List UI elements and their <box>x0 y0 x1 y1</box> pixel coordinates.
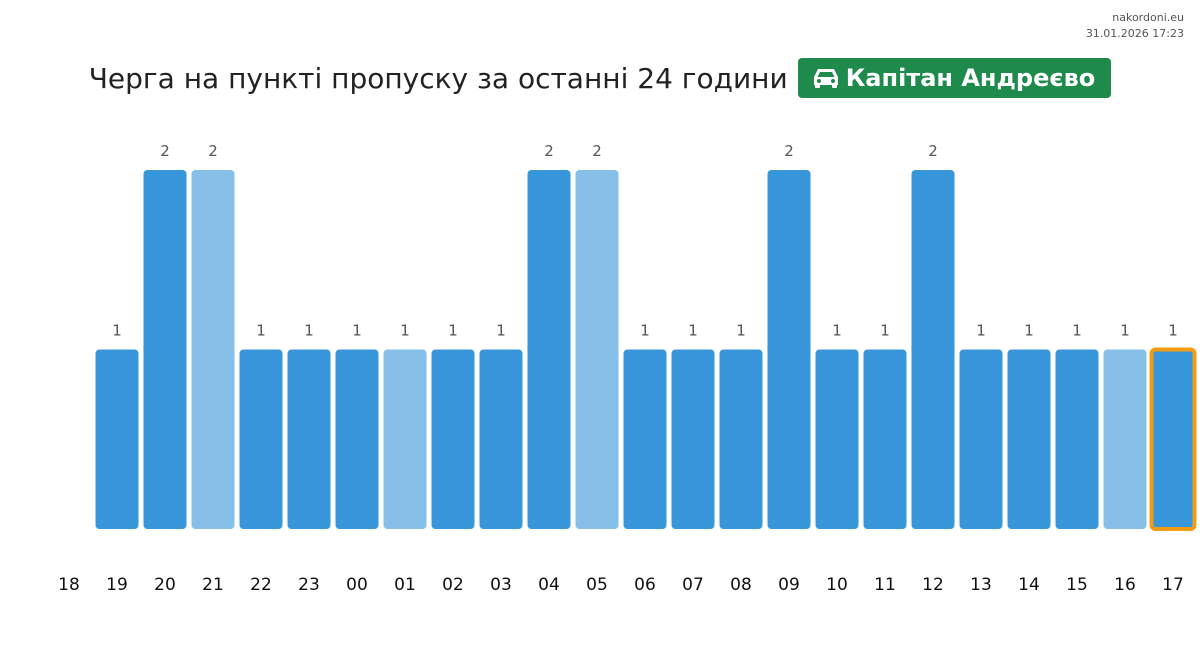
x-tick-label: 22 <box>250 575 272 595</box>
bar-value-label: 2 <box>544 142 554 160</box>
bar <box>527 170 571 529</box>
bar-value-label: 1 <box>1120 322 1130 340</box>
bar <box>575 170 619 529</box>
bar-value-label: 1 <box>640 322 650 340</box>
source-site: nakordoni.eu <box>1112 11 1184 24</box>
bar <box>95 349 139 529</box>
bar <box>671 349 715 529</box>
bar-value-label: 1 <box>448 322 458 340</box>
x-tick-label: 19 <box>106 575 128 595</box>
bar-value-label: 2 <box>928 142 938 160</box>
bar <box>239 349 283 529</box>
x-tick-label: 16 <box>1114 575 1136 595</box>
x-tick-label: 01 <box>394 575 416 595</box>
bar-value-label: 1 <box>112 322 122 340</box>
x-tick-label: 04 <box>538 575 560 595</box>
x-tick-label: 13 <box>970 575 992 595</box>
x-tick-label: 02 <box>442 575 464 595</box>
bar <box>1055 349 1099 529</box>
x-tick-label: 09 <box>778 575 800 595</box>
bar <box>191 170 235 529</box>
bar <box>335 349 379 529</box>
bar <box>1103 349 1147 529</box>
bar-value-label: 1 <box>256 322 266 340</box>
car-icon <box>812 66 840 90</box>
bar <box>959 349 1003 529</box>
bar-value-label: 1 <box>400 322 410 340</box>
bar-value-label: 1 <box>1168 322 1178 340</box>
bar-value-label: 1 <box>1072 322 1082 340</box>
bar-value-label: 1 <box>304 322 314 340</box>
bar-value-label: 1 <box>880 322 890 340</box>
x-tick-label: 15 <box>1066 575 1088 595</box>
x-tick-label: 03 <box>490 575 512 595</box>
bar-value-label: 1 <box>736 322 746 340</box>
bar-value-label: 1 <box>832 322 842 340</box>
bar <box>815 349 859 529</box>
bar-value-label: 2 <box>592 142 602 160</box>
bar-value-label: 1 <box>976 322 986 340</box>
chart-title: Черга на пункті пропуску за останні 24 г… <box>88 61 788 95</box>
bar-value-label: 2 <box>160 142 170 160</box>
bar <box>1007 349 1051 529</box>
x-tick-label: 14 <box>1018 575 1040 595</box>
x-tick-label: 00 <box>346 575 368 595</box>
checkpoint-badge: Капітан Андреєво <box>797 58 1112 98</box>
bar <box>431 349 475 529</box>
bar <box>143 170 187 529</box>
x-tick-label: 17 <box>1162 575 1184 595</box>
bar <box>383 349 427 529</box>
bar <box>767 170 811 529</box>
x-tick-label: 20 <box>154 575 176 595</box>
x-tick-label: 11 <box>874 575 896 595</box>
x-tick-label: 10 <box>826 575 848 595</box>
bar <box>623 349 667 529</box>
bar <box>911 170 955 529</box>
bar-current-hour <box>1149 347 1197 531</box>
x-tick-label: 21 <box>202 575 224 595</box>
x-tick-label: 05 <box>586 575 608 595</box>
x-tick-label: 23 <box>298 575 320 595</box>
bar <box>479 349 523 529</box>
source-timestamp: 31.01.2026 17:23 <box>1085 27 1184 40</box>
checkpoint-name: Капітан Андреєво <box>845 64 1096 92</box>
bar <box>863 349 907 529</box>
bar-value-label: 1 <box>496 322 506 340</box>
x-tick-label: 06 <box>634 575 656 595</box>
x-tick-label: 12 <box>922 575 944 595</box>
chart-header: Черга на пункті пропуску за останні 24 г… <box>0 58 1200 98</box>
x-tick-label: 18 <box>58 575 80 595</box>
bar-value-label: 1 <box>1024 322 1034 340</box>
bar-value-label: 1 <box>352 322 362 340</box>
bar-value-label: 2 <box>784 142 794 160</box>
bar <box>287 349 331 529</box>
bar-value-label: 2 <box>208 142 218 160</box>
bar <box>719 349 763 529</box>
x-tick-label: 07 <box>682 575 704 595</box>
bar-value-label: 1 <box>688 322 698 340</box>
source-info: nakordoni.eu 31.01.2026 17:23 <box>1086 10 1184 42</box>
x-tick-label: 08 <box>730 575 752 595</box>
